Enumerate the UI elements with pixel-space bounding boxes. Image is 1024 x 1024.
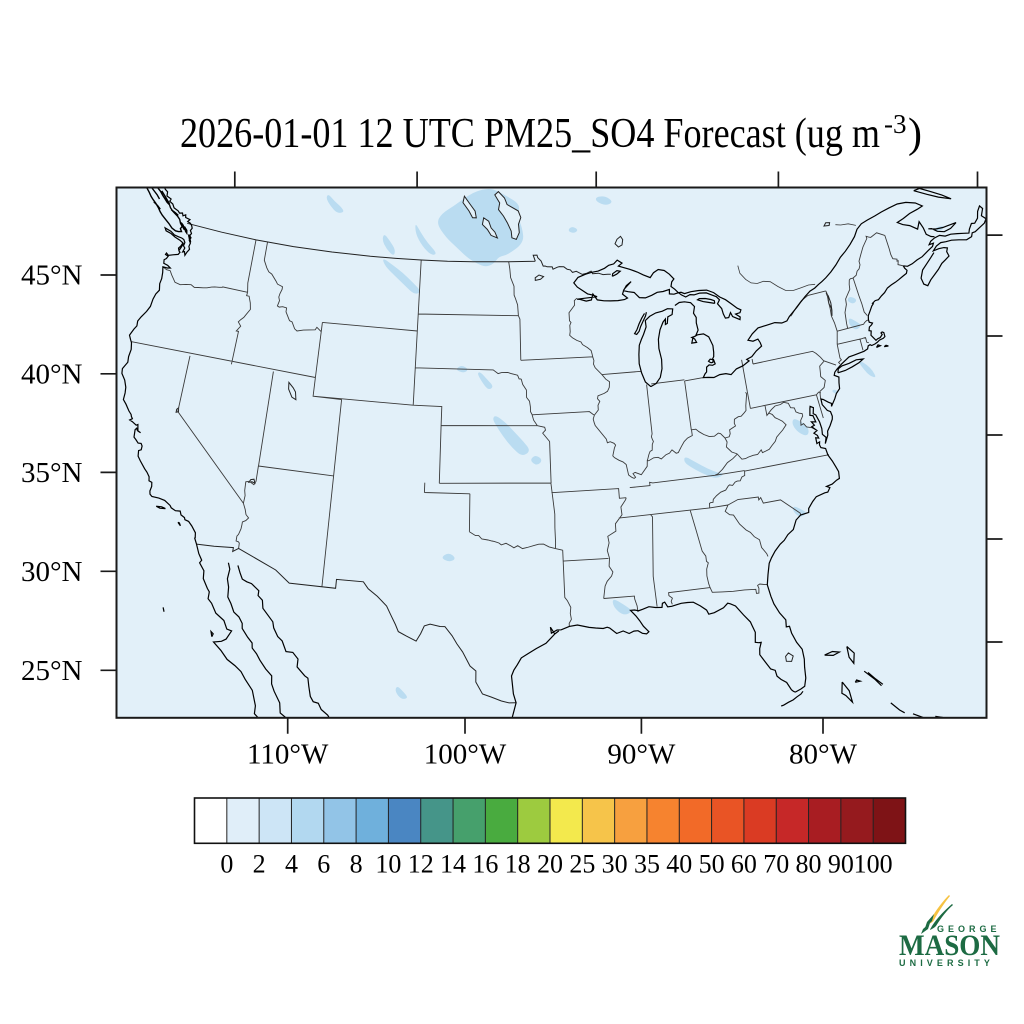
svg-text:80°W: 80°W — [789, 739, 858, 771]
svg-text:8: 8 — [350, 849, 363, 878]
svg-text:12: 12 — [408, 849, 434, 878]
svg-text:30°N: 30°N — [21, 556, 83, 588]
svg-text:18: 18 — [505, 849, 531, 878]
svg-text:MASON: MASON — [899, 929, 1000, 962]
svg-text:40°N: 40°N — [21, 358, 83, 390]
svg-text:100°W: 100°W — [424, 739, 507, 771]
svg-text:90°W: 90°W — [607, 739, 676, 771]
svg-text:-3: -3 — [884, 109, 907, 139]
svg-text:50: 50 — [699, 849, 725, 878]
svg-text:35°N: 35°N — [21, 457, 83, 489]
svg-text:16: 16 — [472, 849, 498, 878]
svg-text:100: 100 — [854, 849, 893, 878]
svg-text:25: 25 — [569, 849, 595, 878]
svg-text:30: 30 — [602, 849, 628, 878]
svg-text:): ) — [908, 111, 922, 157]
svg-text:90: 90 — [828, 849, 854, 878]
svg-text:70: 70 — [763, 849, 789, 878]
svg-text:35: 35 — [634, 849, 660, 878]
svg-text:6: 6 — [317, 849, 330, 878]
svg-text:80: 80 — [796, 849, 822, 878]
svg-text:25°N: 25°N — [21, 655, 83, 687]
svg-text:2: 2 — [253, 849, 266, 878]
svg-text:4: 4 — [285, 849, 298, 878]
svg-text:GEORGE: GEORGE — [937, 924, 1001, 934]
svg-text:60: 60 — [731, 849, 757, 878]
svg-text:2026-01-01 12 UTC PM25_SO4 For: 2026-01-01 12 UTC PM25_SO4 Forecast (ug … — [180, 111, 880, 157]
svg-text:10: 10 — [375, 849, 401, 878]
svg-text:110°W: 110°W — [247, 739, 329, 771]
svg-text:40: 40 — [666, 849, 692, 878]
svg-text:UNIVERSITY: UNIVERSITY — [899, 958, 994, 968]
svg-text:20: 20 — [537, 849, 563, 878]
svg-text:0: 0 — [220, 849, 233, 878]
svg-text:45°N: 45°N — [21, 260, 83, 292]
svg-text:14: 14 — [440, 849, 466, 878]
